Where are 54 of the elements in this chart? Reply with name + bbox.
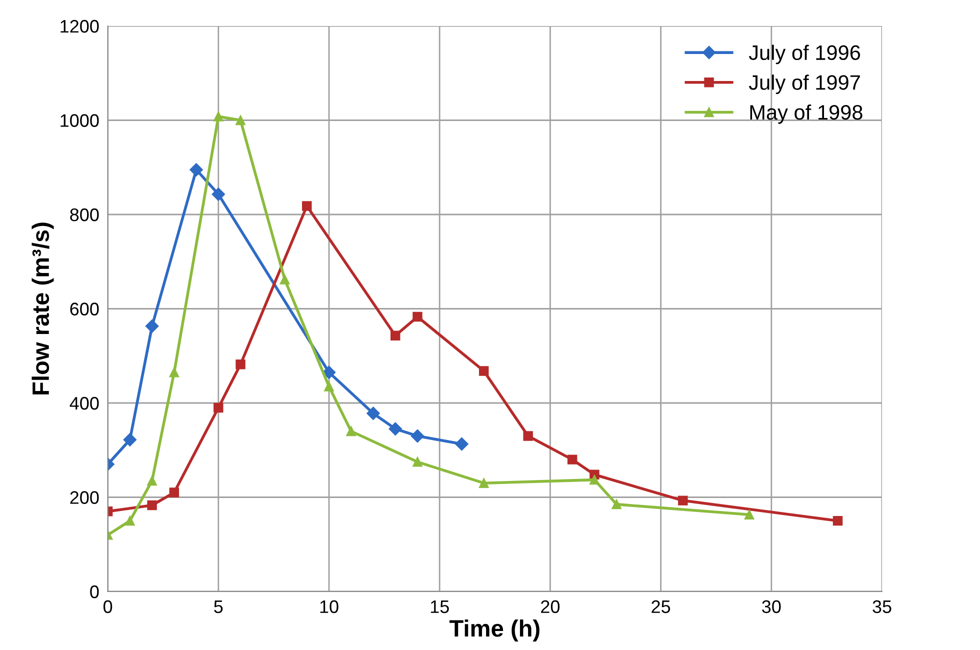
- y-tick-label: 1000: [60, 114, 99, 127]
- point: [302, 201, 312, 211]
- point: [678, 496, 688, 506]
- x-tick-label: 25: [652, 600, 670, 614]
- x-tick-label: 20: [541, 600, 560, 614]
- point: [412, 312, 422, 322]
- point: [346, 426, 356, 436]
- y-tick-label: 800: [70, 208, 99, 222]
- x-tick-label: 10: [320, 600, 338, 614]
- x-tick-label: 5: [214, 600, 223, 614]
- point: [214, 402, 224, 413]
- point: [324, 382, 334, 392]
- point: [478, 478, 489, 488]
- point: [145, 320, 159, 333]
- legend-label: May of 1998: [750, 104, 862, 124]
- y-tick-label: 400: [70, 396, 99, 410]
- point: [214, 112, 224, 122]
- y-tick-label: 1200: [60, 20, 99, 33]
- point: [236, 359, 246, 370]
- point: [169, 368, 180, 378]
- legend-label: July of 1997: [748, 74, 860, 94]
- point: [412, 457, 422, 467]
- point: [123, 433, 137, 446]
- point: [390, 330, 400, 340]
- point: [190, 163, 203, 176]
- point: [280, 274, 290, 284]
- x-tick-label: 0: [103, 600, 112, 614]
- point: [388, 422, 402, 436]
- x-tick-label: 15: [430, 600, 449, 614]
- point: [212, 188, 225, 201]
- point: [125, 516, 135, 526]
- y-tick-label: 600: [70, 302, 99, 316]
- point: [322, 366, 336, 379]
- y-tick-label: 200: [70, 491, 99, 504]
- point: [478, 366, 489, 376]
- point: [567, 454, 578, 464]
- point: [612, 499, 622, 510]
- point: [366, 406, 380, 420]
- point: [410, 429, 424, 443]
- y-axis-title: Flow rate (m³/s): [32, 222, 54, 394]
- x-axis-title: Time (h): [449, 619, 540, 642]
- point: [744, 510, 754, 520]
- point: [523, 431, 533, 441]
- point: [236, 115, 246, 126]
- x-tick-label: 30: [762, 600, 781, 614]
- point: [147, 476, 157, 486]
- point: [147, 500, 157, 510]
- y-tick-label: 0: [90, 585, 99, 598]
- point: [832, 516, 843, 526]
- point: [590, 474, 600, 485]
- legend-label: July of 1996: [748, 44, 860, 64]
- point: [455, 437, 468, 451]
- x-tick-label: 35: [872, 600, 892, 614]
- point: [169, 488, 180, 498]
